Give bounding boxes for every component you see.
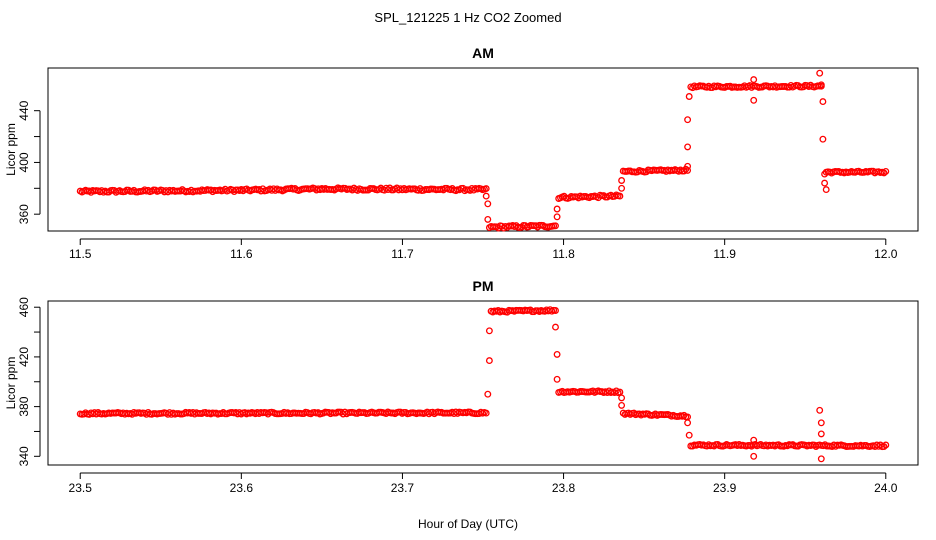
plot-frame: [47, 300, 919, 466]
data-point: [618, 184, 626, 192]
data-point: [618, 394, 626, 402]
data-point: [821, 179, 829, 187]
data-point: [484, 390, 492, 398]
plot-frame: [47, 67, 919, 232]
data-point: [816, 69, 824, 77]
data-point: [485, 327, 493, 335]
data-point: [882, 167, 890, 175]
data-point: [819, 98, 827, 106]
y-tick-label: 380: [17, 396, 31, 416]
y-tick-label: 340: [17, 446, 31, 466]
x-tick-label: 23.8: [552, 481, 576, 495]
x-axis-label: Hour of Day (UTC): [418, 517, 518, 531]
data-point: [684, 143, 692, 151]
data-point: [750, 436, 758, 444]
data-point: [821, 170, 829, 178]
data-point: [553, 350, 561, 358]
x-tick-label: 11.7: [391, 247, 414, 261]
x-tick-label: 11.6: [230, 247, 253, 261]
data-point: [880, 443, 888, 451]
data-point: [817, 430, 825, 438]
data-point: [684, 166, 692, 174]
data-point: [750, 452, 758, 460]
y-axis-label: Licor ppm: [4, 357, 18, 410]
y-tick-label: 360: [17, 204, 31, 224]
data-point: [882, 441, 890, 449]
data-point: [684, 419, 692, 427]
data-point: [553, 213, 561, 221]
y-axis-label: Licor ppm: [4, 123, 18, 176]
data-point: [680, 411, 688, 419]
data-point: [484, 200, 492, 208]
data-point: [822, 186, 830, 194]
panel-pm: PM 23.5 23.6 23.7 23.8 23.9 24.0 340 380 420 460 Li…: [4, 278, 919, 495]
data-point: [880, 169, 888, 177]
data-point: [612, 387, 620, 395]
panel-title: PM: [473, 278, 494, 294]
data-point: [482, 192, 490, 200]
data-point: [685, 431, 693, 439]
data-point: [684, 162, 692, 170]
x-tick-label: 23.5: [69, 481, 93, 495]
data-point: [553, 205, 561, 213]
data-point: [552, 222, 559, 230]
data-points: [76, 69, 890, 232]
y-tick-label: 440: [17, 100, 31, 120]
x-tick-label: 24.0: [874, 481, 898, 495]
data-point: [817, 419, 825, 427]
x-tick-label: 12.0: [874, 247, 898, 261]
data-point: [680, 167, 688, 175]
data-point: [685, 93, 693, 100]
data-point: [750, 76, 758, 84]
data-point: [552, 307, 559, 314]
data-point: [684, 116, 692, 124]
data-point: [750, 96, 758, 104]
x-tick-label: 11.8: [552, 247, 575, 261]
x-tick-label: 11.5: [69, 247, 92, 261]
x-tick-label: 23.9: [713, 481, 737, 495]
y-tick-label: 400: [17, 152, 31, 172]
x-tick-label: 23.7: [391, 481, 415, 495]
x-tick-label: 11.9: [713, 247, 736, 261]
data-point: [817, 81, 825, 89]
y-tick-label: 460: [17, 297, 31, 317]
data-point: [816, 406, 824, 414]
data-point: [553, 375, 561, 383]
panel-am: AM 11.5 11.6 11.7 11.8 11.9 12.0 360 400 440 Licor…: [4, 45, 919, 261]
data-point: [482, 409, 490, 417]
data-points: [76, 306, 890, 463]
data-point: [618, 401, 626, 409]
data-point: [482, 185, 490, 193]
data-point: [485, 357, 493, 365]
data-point: [552, 323, 559, 331]
data-point: [616, 192, 624, 200]
x-tick-label: 23.6: [230, 481, 254, 495]
data-point: [817, 455, 825, 463]
data-point: [618, 177, 626, 184]
panel-title: AM: [472, 45, 494, 61]
data-point: [819, 135, 827, 143]
y-tick-label: 420: [17, 347, 31, 367]
data-point: [484, 215, 492, 223]
figure-title: SPL_121225 1 Hz CO2 Zoomed: [374, 10, 561, 25]
